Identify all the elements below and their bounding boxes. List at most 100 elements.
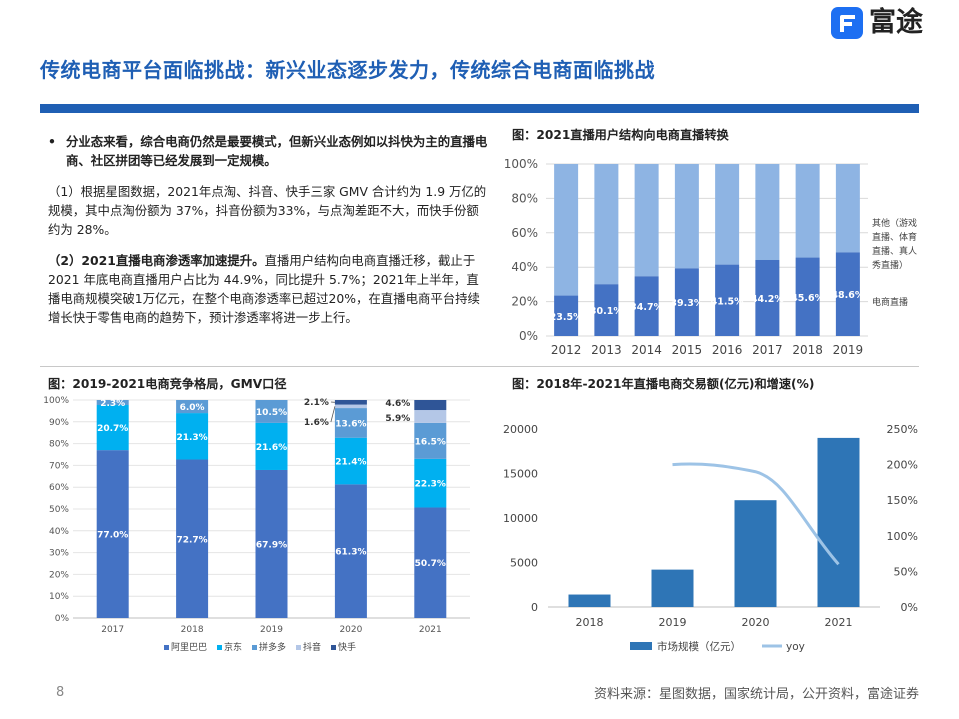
bar-other xyxy=(634,164,659,277)
x-tick-label: 2015 xyxy=(672,343,703,357)
bar-ecommerce-live xyxy=(715,264,740,336)
bar-ecommerce-live xyxy=(594,284,619,336)
market-size-bar xyxy=(734,500,777,607)
yoy-line xyxy=(672,462,840,566)
figure3-title: 图：2018年-2021年直播电商交易额(亿元)和增速(%) xyxy=(512,377,815,391)
y-tick-label: 10% xyxy=(49,592,69,602)
data-label: 20.7% xyxy=(97,424,128,434)
bar-segment-pdd xyxy=(414,422,447,459)
bar-segment-douyin xyxy=(334,404,367,409)
y-tick-label-left: 20000 xyxy=(503,423,538,436)
bar-other xyxy=(835,164,860,253)
page-title: 传统电商平台面临挑战：新兴业态逐步发力，传统综合电商面临挑战 xyxy=(40,58,655,82)
y-tick-label: 40% xyxy=(511,260,538,274)
text-column: • 分业态来看，综合电商仍然是最要模式，但新兴业态例如以抖快为主的直播电商、社区… xyxy=(48,132,488,339)
bar-segment-jd xyxy=(255,422,288,470)
paragraph-1: （1）根据星图数据，2021年点淘、抖音、快手三家 GMV 合计约为 1.9 万… xyxy=(48,184,487,237)
x-tick-label: 2019 xyxy=(260,625,283,635)
x-tick-label: 2021 xyxy=(419,625,442,635)
bar-segment-jd xyxy=(176,413,209,460)
bar-segment-pdd xyxy=(334,408,367,438)
bar-other xyxy=(715,164,740,265)
figure1-title: 图：2021直播用户结构向电商直播转换 xyxy=(512,128,729,142)
data-label: 41.5% xyxy=(711,296,744,307)
bar-segment-pdd xyxy=(255,400,288,423)
y-tick-label: 20% xyxy=(511,295,538,309)
bar-segment-kuaishou xyxy=(414,400,447,411)
y-tick-label: 100% xyxy=(43,396,69,406)
paragraph-2-lead: （2）2021直播电商渗透率加速提升。 xyxy=(48,253,265,268)
legend-swatch xyxy=(217,645,222,650)
y-tick-label-left: 15000 xyxy=(503,468,538,481)
x-tick-label: 2019 xyxy=(659,616,687,629)
y-tick-label-left: 5000 xyxy=(510,557,538,570)
y-tick-label-right: 100% xyxy=(887,530,918,543)
summary-bullet: • 分业态来看，综合电商仍然是最要模式，但新兴业态例如以抖快为主的直播电商、社区… xyxy=(48,132,488,170)
y-tick-label: 60% xyxy=(49,483,69,493)
y-tick-label: 0% xyxy=(519,329,538,343)
legend-label: 拼多多 xyxy=(259,641,286,653)
bullet-text: 分业态来看，综合电商仍然是最要模式，但新兴业态例如以抖快为主的直播电商、社区拼团… xyxy=(66,134,488,168)
paragraph-2: （2）2021直播电商渗透率加速提升。直播用户结构向电商直播迁移，截止于 202… xyxy=(48,251,488,327)
data-label: 30.1% xyxy=(590,306,623,317)
y-tick-label: 80% xyxy=(49,440,69,450)
data-label: 23.5% xyxy=(550,312,583,323)
y-tick-label: 80% xyxy=(511,191,538,205)
y-tick-label: 50% xyxy=(49,505,69,515)
y-tick-label: 30% xyxy=(49,549,69,559)
x-tick-label: 2017 xyxy=(752,343,783,357)
x-tick-label: 2020 xyxy=(339,625,362,635)
y-tick-label-right: 50% xyxy=(894,565,918,578)
data-label: 77.0% xyxy=(97,531,128,541)
bar-ecommerce-live xyxy=(634,276,659,336)
data-label: 16.5% xyxy=(415,437,446,447)
data-label: 2.3% xyxy=(100,399,125,409)
bar-ecommerce-live xyxy=(674,268,699,336)
live-commerce-gmv-chart: 0 5000 10000 15000 20000 0% 50% 100% 150% 200% 250… xyxy=(503,423,918,653)
source-note: 资料来源：星图数据，国家统计局，公开资料，富途证券 xyxy=(593,687,919,702)
data-label: 10.5% xyxy=(256,408,287,418)
legend-swatch xyxy=(331,645,336,650)
legend-label-other: 秀直播） xyxy=(872,259,908,271)
ecommerce-competition-chart: 0% 10% 20% 30% 40% 50% 60% 70% 80% 90% 100% 77.0% 20… xyxy=(43,396,470,653)
legend-label-yoy: yoy xyxy=(786,641,805,653)
data-label: 4.6% xyxy=(385,399,410,409)
x-tick-label: 2014 xyxy=(631,343,662,357)
bar-ecommerce-live xyxy=(835,252,860,336)
bar-segment-jd xyxy=(414,458,447,508)
data-label: 48.6% xyxy=(831,290,864,301)
bar-segment-kuaishou xyxy=(334,400,367,405)
y-tick-label-left: 10000 xyxy=(503,512,538,525)
data-label: 45.6% xyxy=(791,293,824,304)
y-tick-label: 40% xyxy=(49,527,69,537)
y-tick-label: 0% xyxy=(55,614,70,624)
section-divider xyxy=(40,366,919,367)
y-tick-label-left: 0 xyxy=(531,601,538,614)
legend-label-other: 直播、体育 xyxy=(872,231,917,243)
data-label: 72.7% xyxy=(176,535,207,545)
bar-segment-jd xyxy=(96,405,129,451)
logo-mark-icon xyxy=(831,7,863,39)
y-tick-label-right: 150% xyxy=(887,494,918,507)
header-divider xyxy=(40,104,919,113)
bar-segment-pdd xyxy=(176,400,209,414)
bar-segment-alibaba xyxy=(334,484,367,618)
x-tick-label: 2019 xyxy=(833,343,864,357)
data-label: 6.0% xyxy=(180,403,205,413)
x-tick-label: 2017 xyxy=(101,625,124,635)
bar-ecommerce-live xyxy=(554,295,579,336)
data-label: 21.3% xyxy=(176,433,207,443)
bar-ecommerce-live xyxy=(755,259,780,336)
bar-segment-pdd xyxy=(96,400,129,406)
x-tick-label: 2020 xyxy=(742,616,770,629)
data-label: 21.6% xyxy=(256,443,287,453)
x-tick-label: 2013 xyxy=(591,343,622,357)
data-label: 39.3% xyxy=(670,298,703,309)
logo-text: 富途 xyxy=(869,7,923,38)
paragraph-2-body: 直播用户结构向电商直播迁移，截止于 2021 年底电商直播用户占比为 44.9%… xyxy=(48,253,480,325)
data-label: 44.2% xyxy=(751,294,784,305)
y-tick-label: 90% xyxy=(49,418,69,428)
bar-other xyxy=(795,164,820,258)
bar-other xyxy=(554,164,579,296)
data-label: 13.6% xyxy=(335,419,366,429)
